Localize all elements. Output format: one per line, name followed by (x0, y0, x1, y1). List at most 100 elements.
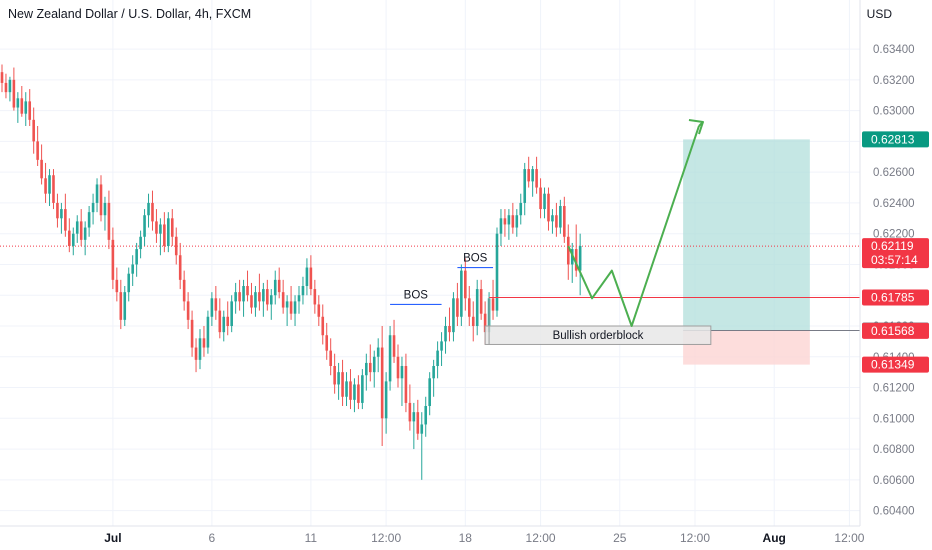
candle-body-15 (60, 209, 63, 219)
time-axis[interactable]: Jul 6 11 12:00 18 12:00 25 12:00 Aug 12:00 (0, 525, 865, 550)
candle-body-134 (531, 169, 534, 182)
candle-134 (531, 166, 534, 197)
candle-108 (428, 372, 431, 416)
candle-116 (460, 264, 463, 326)
candle-39 (155, 209, 158, 243)
candle-body-46 (182, 279, 186, 302)
price-tick-2: 0.60800 (873, 444, 915, 456)
price-tick-9: 0.62200 (873, 229, 915, 241)
candle-31 (123, 286, 127, 326)
candle-119 (471, 301, 475, 342)
candle-66 (262, 282, 265, 317)
candle-98 (388, 326, 392, 391)
candle-121 (479, 279, 483, 320)
candle-body-44 (174, 236, 178, 256)
candle-45 (178, 242, 182, 290)
candle-140 (555, 202, 558, 237)
candle-body-89 (353, 384, 356, 400)
candle-body-69 (273, 279, 277, 296)
candle-body-13 (52, 175, 55, 203)
candle-136 (539, 178, 542, 219)
bos-label-0: BOS (404, 289, 429, 301)
candle-body-67 (266, 289, 269, 305)
price-tick-10: 0.62400 (873, 198, 915, 210)
candle-25 (99, 175, 103, 222)
candle-body-104 (412, 412, 416, 422)
time-tick-8: Aug (763, 531, 786, 545)
candle-body-65 (258, 292, 261, 302)
candle-22 (87, 206, 91, 237)
candle-111 (440, 332, 443, 366)
candle-body-102 (404, 366, 408, 403)
candle-137 (543, 187, 546, 219)
candle-110 (436, 341, 439, 379)
candle-118 (467, 286, 471, 326)
candle-6 (24, 92, 28, 126)
price-badge-label-1: 0.62119 (871, 239, 914, 253)
candle-body-140 (555, 215, 558, 228)
candle-102 (404, 353, 408, 413)
candle-59 (234, 282, 237, 314)
position-zones (0, 139, 860, 365)
candle-60 (238, 279, 241, 311)
candle-body-110 (436, 350, 439, 366)
candle-61 (242, 279, 245, 317)
candle-body-22 (87, 212, 91, 228)
candle-body-121 (479, 289, 483, 314)
candle-100 (396, 344, 400, 388)
price-tick-3: 0.61000 (873, 413, 915, 425)
candle-body-79 (313, 289, 317, 305)
candle-body-56 (222, 316, 226, 333)
candle-body-86 (341, 372, 344, 397)
candle-body-16 (64, 209, 67, 231)
candle-body-84 (333, 366, 336, 385)
candle-97 (384, 372, 388, 434)
price-badge-label-5: 0.61349 (871, 358, 915, 372)
candle-55 (218, 298, 222, 339)
candle-105 (416, 399, 420, 440)
candle-48 (190, 310, 194, 357)
candle-body-130 (515, 215, 519, 228)
candle-34 (135, 242, 138, 277)
candle-body-62 (246, 286, 249, 296)
candle-93 (368, 344, 372, 382)
candle-body-59 (234, 292, 237, 302)
candle-body-95 (376, 347, 380, 357)
candle-2 (8, 76, 12, 102)
candle-95 (376, 338, 380, 373)
candle-50 (198, 329, 202, 370)
candle-129 (511, 202, 515, 234)
candle-32 (127, 267, 131, 302)
annotations: BOS BOS Bullish orderblock (390, 253, 860, 345)
candle-body-82 (325, 335, 329, 351)
candle-127 (503, 209, 507, 237)
candle-143 (566, 224, 570, 280)
candle-body-26 (103, 202, 107, 216)
candle-body-4 (16, 98, 20, 108)
candle-75 (297, 286, 301, 314)
candle-body-49 (194, 347, 198, 360)
candle-body-118 (467, 298, 471, 317)
candle-body-72 (285, 301, 289, 308)
candle-body-57 (226, 316, 230, 326)
candle-body-45 (178, 255, 182, 280)
orderblock-box (484, 325, 712, 345)
candlesticks (0, 64, 582, 480)
price-badge-label-4: 0.61568 (871, 324, 915, 338)
candle-10 (40, 144, 43, 185)
candle-body-50 (198, 338, 202, 360)
candle-body-35 (139, 236, 142, 250)
candle-body-70 (277, 279, 281, 293)
candle-96 (380, 326, 384, 446)
candle-47 (186, 292, 190, 330)
candle-body-90 (357, 384, 360, 403)
bos-label-1: BOS (463, 253, 488, 265)
price-axis[interactable]: 0.604000.606000.608000.610000.612000.614… (859, 0, 932, 550)
candle-body-3 (12, 79, 16, 108)
candle-135 (535, 156, 538, 194)
candle-103 (408, 384, 412, 431)
candle-body-20 (79, 221, 83, 240)
candle-body-76 (301, 286, 305, 296)
price-tick-15: 0.63400 (873, 44, 915, 56)
